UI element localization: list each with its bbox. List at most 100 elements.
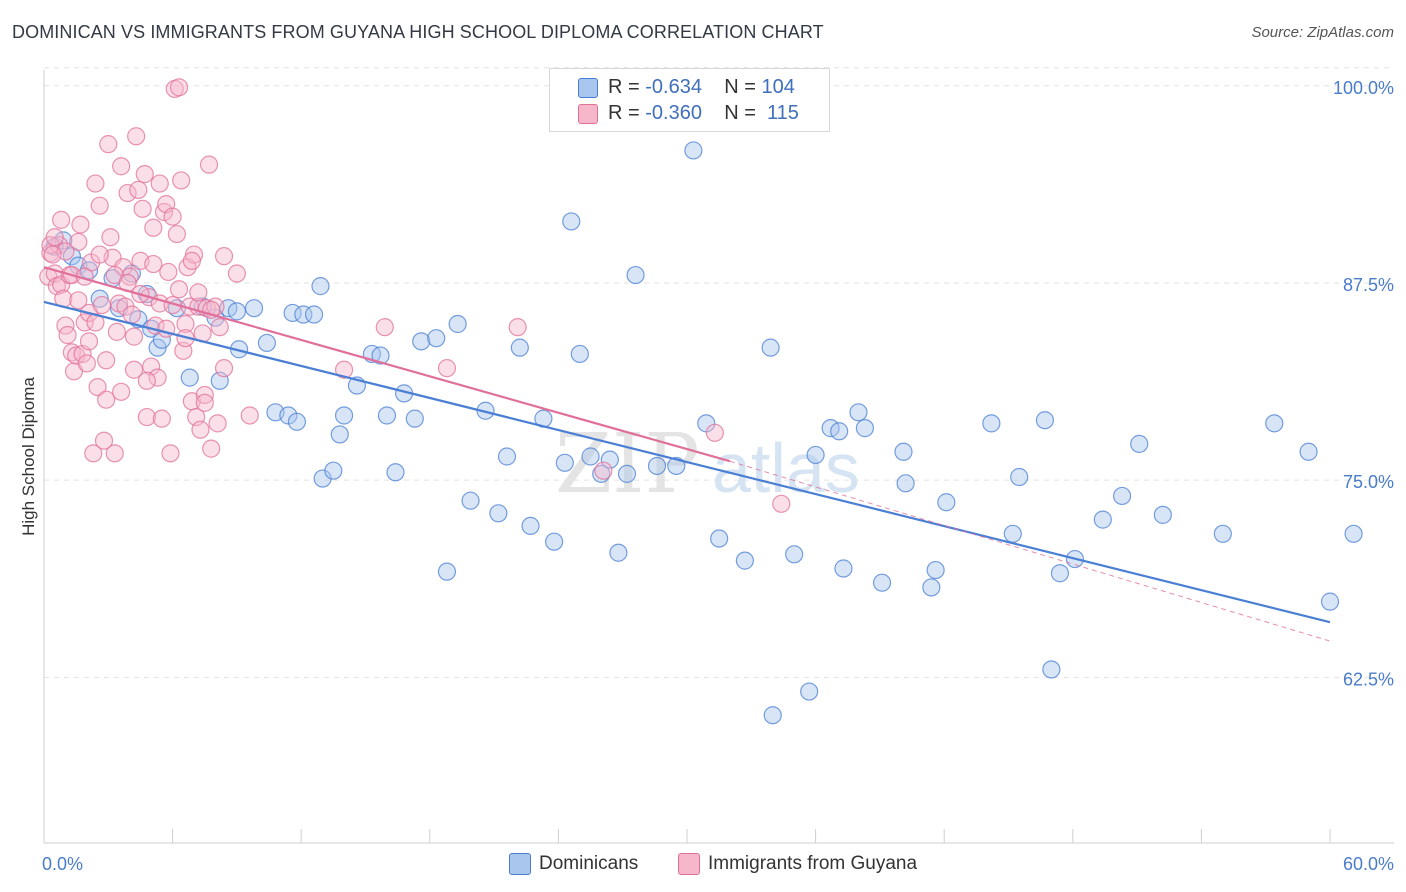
point-dominicans — [412, 332, 431, 351]
point-guyana — [107, 322, 126, 341]
point-guyana — [90, 245, 109, 264]
point-dominicans — [806, 445, 825, 465]
r-value: -0.360 — [645, 102, 702, 124]
point-dominicans — [855, 419, 874, 438]
point-guyana — [133, 199, 152, 218]
data-points — [39, 76, 1363, 725]
y-tick-label: 87.5% — [1343, 275, 1394, 295]
point-dominicans — [294, 305, 313, 324]
point-guyana — [195, 393, 214, 412]
point-guyana — [142, 357, 161, 376]
point-guyana — [129, 180, 148, 199]
point-guyana — [148, 368, 167, 387]
point-guyana — [176, 314, 195, 334]
n-value: 104 — [761, 76, 795, 98]
point-guyana — [195, 385, 214, 405]
point-guyana — [69, 291, 88, 310]
point-dominicans — [386, 463, 405, 482]
legend-label-dominicans: Dominicans — [539, 853, 639, 874]
point-guyana — [94, 431, 114, 450]
point-dominicans — [684, 141, 703, 160]
point-dominicans — [982, 414, 1001, 433]
point-guyana — [169, 280, 189, 299]
stats-row-guyana: R = -0.360 N = 115 — [550, 101, 829, 127]
point-guyana — [58, 325, 77, 345]
y-tick-label: 75.0% — [1343, 472, 1394, 492]
point-dominicans — [626, 265, 645, 285]
point-guyana — [52, 210, 71, 229]
trend-lines — [43, 266, 1331, 642]
point-dominicans — [334, 406, 354, 425]
point-dominicans — [592, 464, 611, 483]
point-guyana — [137, 371, 156, 390]
axis-labels: 100.0% 87.5% 75.0% 62.5% 0.0% 60.0% High Schoo… — [19, 78, 1394, 874]
point-dominicans — [600, 450, 619, 469]
point-guyana — [122, 305, 141, 324]
point-dominicans — [1035, 411, 1055, 430]
point-dominicans — [1010, 467, 1029, 487]
point-dominicans — [735, 551, 754, 570]
point-guyana — [144, 254, 163, 274]
point-guyana — [69, 232, 88, 252]
point-guyana — [705, 423, 724, 442]
point-dominicans — [896, 474, 915, 493]
point-dominicans — [922, 578, 941, 597]
point-dominicans — [461, 491, 480, 510]
point-dominicans — [581, 447, 600, 466]
point-guyana — [594, 461, 613, 480]
point-guyana — [240, 406, 259, 425]
n-label: N = — [724, 76, 756, 98]
legend-swatch-pink — [678, 853, 700, 875]
axes — [43, 70, 1394, 844]
trend-line-guyana-extension — [729, 460, 1331, 642]
point-dominicans — [1042, 660, 1061, 679]
point-dominicans — [1265, 414, 1284, 433]
point-guyana — [152, 409, 171, 428]
point-guyana — [43, 245, 62, 264]
point-dominicans — [371, 346, 390, 365]
point-dominicans — [510, 338, 529, 357]
point-dominicans — [521, 516, 540, 536]
chart-title: DOMINICAN VS IMMIGRANTS FROM GUYANA HIGH… — [12, 22, 824, 42]
point-guyana — [92, 295, 111, 315]
point-dominicans — [180, 368, 199, 387]
point-guyana — [124, 360, 144, 379]
legend-swatch-blue — [578, 78, 598, 98]
point-guyana — [210, 318, 229, 337]
point-guyana — [112, 382, 131, 401]
point-guyana — [101, 228, 120, 247]
r-label: R = — [608, 76, 640, 98]
series-legend: Dominicans Immigrants from Guyana — [0, 852, 1406, 878]
point-guyana — [127, 127, 146, 146]
point-dominicans — [1093, 510, 1112, 529]
point-dominicans — [570, 344, 589, 364]
point-guyana — [118, 183, 137, 203]
point-dominicans — [800, 682, 819, 701]
point-dominicans — [497, 447, 517, 466]
point-guyana — [88, 377, 107, 397]
x-tick-label: 0.0% — [42, 854, 83, 874]
point-dominicans — [647, 456, 667, 476]
point-guyana — [214, 359, 234, 378]
y-axis-label: High School Diploma — [19, 377, 38, 536]
r-label: R = — [608, 102, 640, 124]
point-dominicans — [830, 422, 849, 441]
point-guyana — [182, 251, 201, 270]
x-tick-label: 60.0% — [1343, 854, 1394, 874]
point-guyana — [75, 313, 94, 332]
legend-swatch-blue — [509, 853, 531, 875]
point-dominicans — [1130, 434, 1149, 453]
point-guyana — [105, 444, 124, 463]
point-dominicans — [1050, 564, 1070, 583]
point-dominicans — [555, 453, 574, 472]
y-tick-label: 100.0% — [1333, 78, 1394, 98]
point-dominicans — [405, 409, 424, 428]
gridlines — [44, 67, 1394, 678]
n-value: 115 — [767, 102, 799, 124]
point-guyana — [97, 390, 116, 409]
point-dominicans — [324, 461, 343, 480]
point-dominicans — [1344, 524, 1363, 543]
point-dominicans — [763, 706, 782, 725]
zipatlas-watermark: ZIP atlas — [555, 417, 860, 512]
point-guyana — [135, 165, 154, 184]
